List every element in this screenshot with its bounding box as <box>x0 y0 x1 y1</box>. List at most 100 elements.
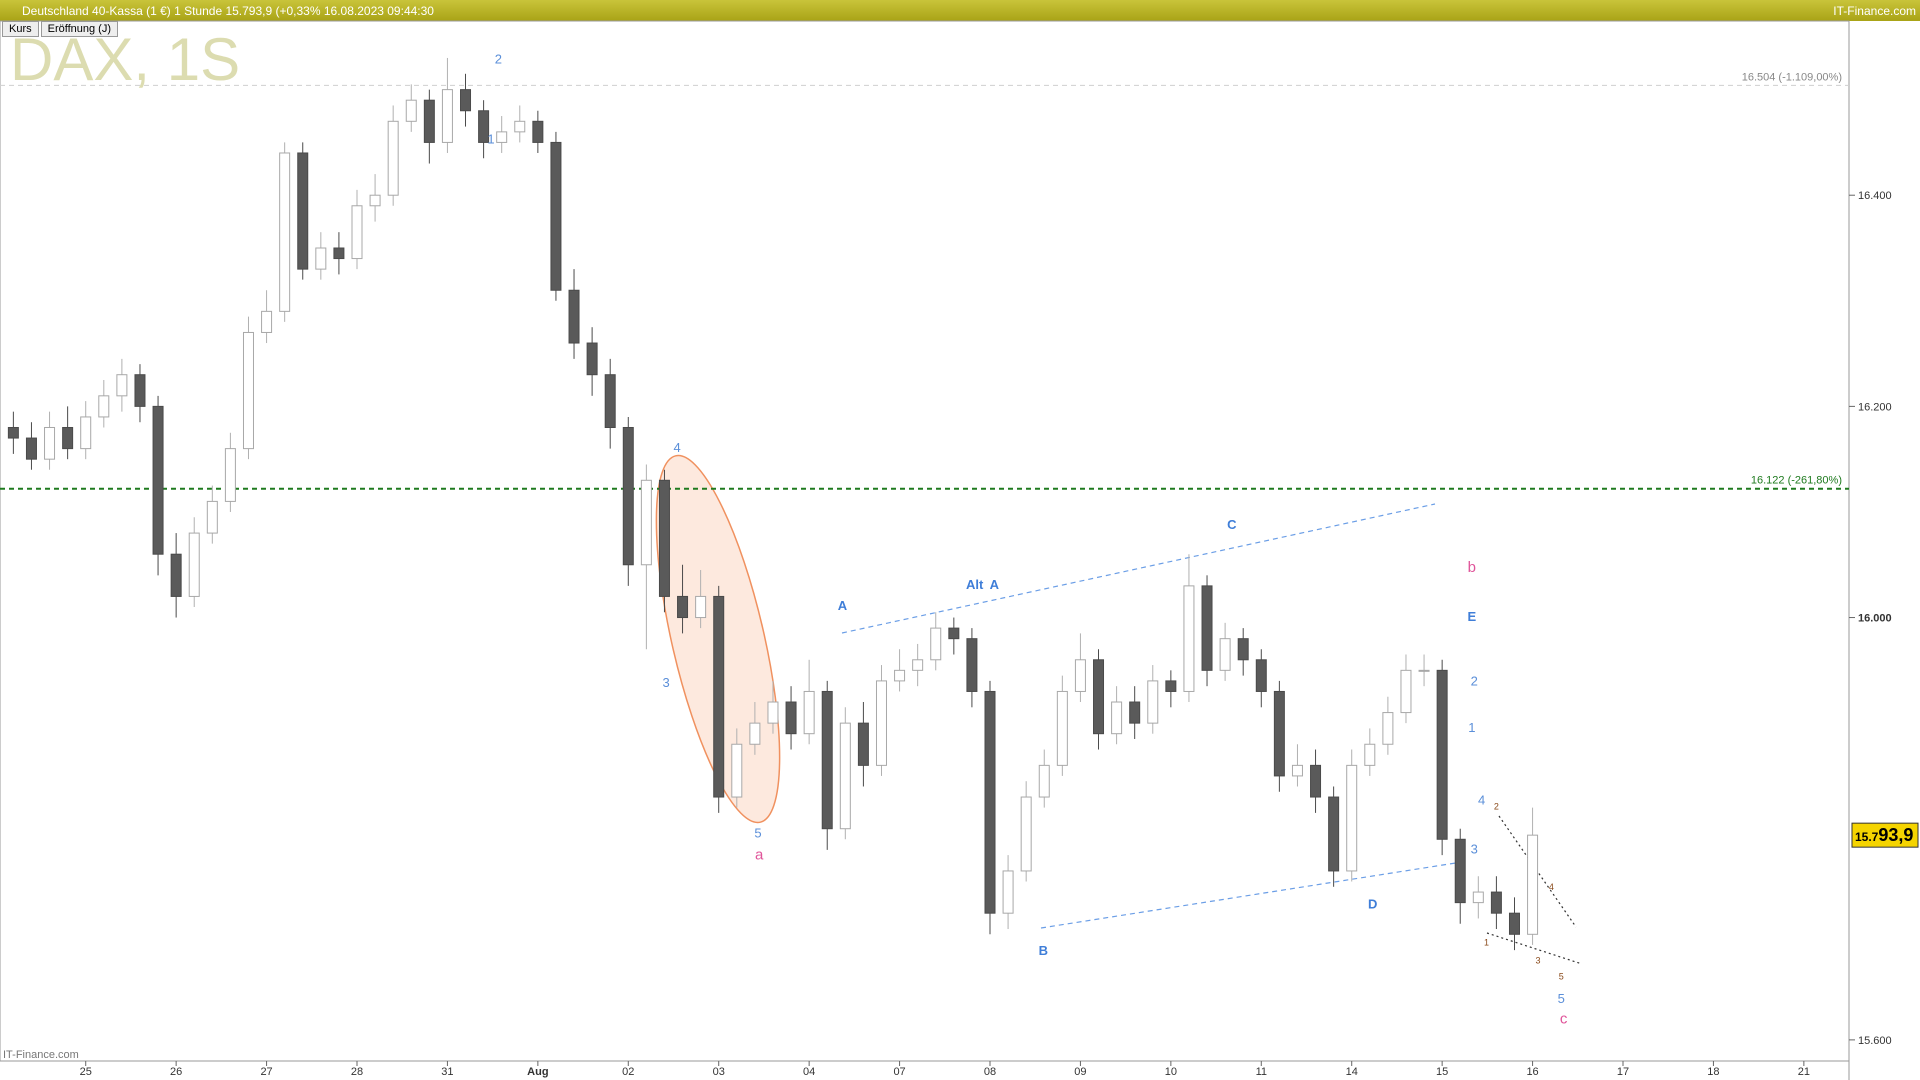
candle-body <box>1472 891 1484 904</box>
candle-body <box>1111 701 1123 735</box>
candle-body <box>1255 659 1267 692</box>
candle-body <box>25 437 37 460</box>
watermark: DAX, 1S <box>10 26 240 93</box>
toolbar: Kurs Eröffnung (J) <box>2 21 120 37</box>
wave-label: 5 <box>1558 991 1565 1006</box>
x-tick-label: 09 <box>1074 1066 1086 1078</box>
candle-body <box>170 553 182 597</box>
candle-body <box>1093 659 1105 735</box>
candle-body <box>7 426 19 439</box>
wave-label: 2 <box>1471 674 1478 689</box>
x-tick-label: 31 <box>441 1066 453 1078</box>
candle-body <box>1074 659 1086 692</box>
candle-body <box>767 701 779 724</box>
last-price-small: 15.7 <box>1855 830 1879 844</box>
candle-body <box>478 110 490 143</box>
candle-body <box>261 310 273 333</box>
candle-body <box>62 426 74 450</box>
candle-body <box>894 669 906 682</box>
wave-label: 2 <box>495 52 502 67</box>
candle-body <box>224 448 236 502</box>
wave-label: A <box>838 598 848 613</box>
level-label: 16.504 (-1.109,00%) <box>1742 71 1842 83</box>
candle-body <box>677 595 689 619</box>
candle-body <box>1364 743 1376 766</box>
wave-label: 1 <box>1484 937 1489 947</box>
candle-body <box>514 120 526 133</box>
candle-body <box>713 595 725 798</box>
wave-label: 3 <box>1535 956 1540 966</box>
x-tick-label: 27 <box>260 1066 272 1078</box>
candle-body <box>984 690 996 914</box>
candle-body <box>441 89 453 143</box>
candle-body <box>821 690 833 830</box>
candle-body <box>1418 669 1430 672</box>
candle-body <box>80 416 92 450</box>
plot-frame <box>0 20 1850 1062</box>
wave-label: B <box>1039 943 1048 958</box>
candle-body <box>1436 669 1448 840</box>
candle-body <box>1201 585 1213 671</box>
candle-body <box>1454 838 1466 904</box>
candle-body <box>1490 891 1502 914</box>
wave-label: 3 <box>1471 841 1478 856</box>
wave-label: b <box>1468 559 1476 576</box>
candle-body <box>206 500 218 534</box>
wave-label: E <box>1468 609 1477 624</box>
button[interactable]: Kurs <box>2 21 39 37</box>
candle-body <box>948 627 960 640</box>
trendlines <box>841 503 1463 929</box>
x-tick-label: 15 <box>1436 1066 1448 1078</box>
wave-label: 4 <box>674 440 681 455</box>
y-tick-label: 15.600 <box>1858 1035 1892 1047</box>
candle-body <box>116 374 128 397</box>
candle-body <box>622 426 634 566</box>
button[interactable]: Eröffnung (J) <box>40 21 119 37</box>
candle-body <box>857 722 869 766</box>
candle-body <box>1056 690 1068 766</box>
wave-label: 5 <box>754 826 761 841</box>
footer-brand: IT-Finance.com <box>3 1049 79 1061</box>
wave-label: c <box>1560 1011 1568 1028</box>
candle-body <box>405 99 417 122</box>
wave-label: 4 <box>1549 882 1554 892</box>
x-tick-label: 17 <box>1617 1066 1629 1078</box>
wedge-line <box>1486 932 1583 965</box>
candle-body <box>279 152 291 312</box>
candle-body <box>785 701 797 735</box>
candle-body <box>532 120 544 143</box>
y-tick-label: 16.000 <box>1858 613 1892 625</box>
candle-body <box>731 743 743 798</box>
candle-body <box>98 395 110 418</box>
wave-label: Alt <box>966 577 984 592</box>
wave-label: 1 <box>487 131 494 146</box>
candle-body <box>1400 669 1412 714</box>
candle-body <box>749 722 761 745</box>
x-tick-label: 26 <box>170 1066 182 1078</box>
candle-body <box>1346 764 1358 872</box>
last-price-label: 15.793,9 <box>1855 825 1913 845</box>
wave-label: 5 <box>1559 972 1564 982</box>
wedge-lines <box>1486 815 1583 965</box>
candle-body <box>1183 585 1195 692</box>
candle-body <box>658 479 670 597</box>
wave-label: C <box>1227 517 1237 532</box>
candle-body <box>496 131 508 143</box>
last-price-box <box>1851 822 1919 848</box>
candle-body <box>1328 796 1340 872</box>
header-bar: Deutschland 40-Kassa (1 €) 1 Stunde 15.7… <box>0 0 1920 21</box>
candle-body <box>387 120 399 196</box>
y-tick-label: 16.400 <box>1858 190 1892 202</box>
candle-body <box>1310 764 1322 798</box>
candle-body <box>1129 701 1141 724</box>
level-label: 16.122 (-261,80%) <box>1751 475 1842 487</box>
trendline <box>1040 861 1463 929</box>
candle-body <box>242 331 254 450</box>
candle-body <box>315 247 327 270</box>
candle-body <box>460 89 472 112</box>
x-tick-label: 07 <box>893 1066 905 1078</box>
candle-body <box>1508 912 1520 935</box>
candle-body <box>695 595 707 619</box>
